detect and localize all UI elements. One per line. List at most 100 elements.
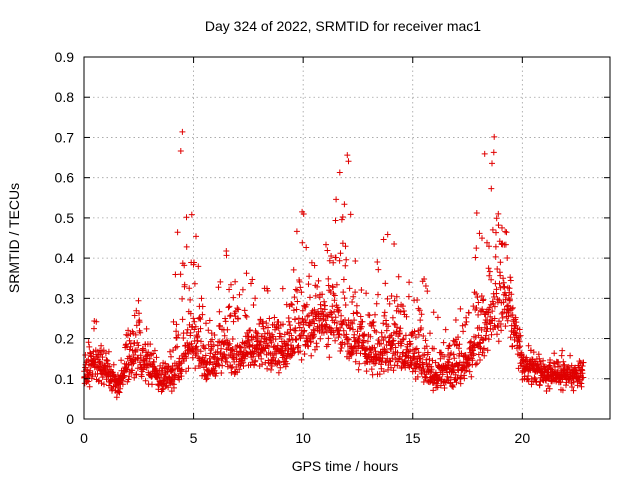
data-point bbox=[448, 350, 455, 357]
data-point bbox=[236, 343, 243, 350]
data-point bbox=[303, 244, 310, 251]
data-point bbox=[504, 317, 511, 324]
data-point bbox=[441, 385, 448, 391]
data-point bbox=[457, 380, 464, 387]
data-point bbox=[424, 349, 431, 356]
data-point bbox=[254, 330, 261, 337]
data-point bbox=[343, 331, 350, 338]
data-point bbox=[191, 318, 198, 325]
data-point bbox=[165, 384, 172, 391]
data-point bbox=[187, 296, 194, 303]
data-point bbox=[191, 280, 198, 287]
data-point bbox=[484, 347, 491, 354]
data-point bbox=[264, 365, 271, 372]
data-point bbox=[414, 297, 421, 303]
data-point bbox=[437, 355, 444, 362]
data-point bbox=[162, 360, 169, 367]
data-point bbox=[320, 329, 327, 336]
data-point bbox=[513, 319, 520, 326]
data-point bbox=[578, 383, 585, 390]
data-point bbox=[85, 339, 92, 346]
data-point bbox=[202, 345, 209, 352]
data-point bbox=[505, 302, 512, 309]
y-tick-label: 0.2 bbox=[55, 331, 75, 347]
data-point bbox=[159, 386, 166, 393]
data-point bbox=[378, 340, 385, 347]
data-point bbox=[493, 215, 500, 222]
data-point bbox=[397, 308, 404, 315]
data-point bbox=[346, 355, 353, 362]
data-point bbox=[311, 320, 318, 327]
data-point bbox=[342, 243, 349, 250]
data-point bbox=[246, 341, 253, 348]
data-point bbox=[311, 306, 318, 313]
data-point bbox=[460, 328, 467, 335]
data-point bbox=[330, 331, 337, 338]
data-point bbox=[257, 339, 264, 346]
data-point bbox=[497, 284, 504, 291]
data-point bbox=[93, 318, 100, 325]
data-point bbox=[179, 128, 186, 135]
data-point bbox=[391, 241, 398, 247]
data-point bbox=[470, 350, 477, 357]
data-point bbox=[243, 313, 250, 320]
data-point bbox=[367, 333, 374, 340]
data-point bbox=[284, 360, 291, 367]
data-point bbox=[525, 373, 532, 379]
data-point bbox=[226, 313, 233, 320]
data-point bbox=[462, 352, 469, 358]
data-point bbox=[172, 271, 179, 278]
data-point bbox=[168, 353, 174, 360]
data-point bbox=[311, 262, 318, 269]
data-point bbox=[478, 326, 485, 333]
data-point bbox=[188, 211, 195, 218]
data-point bbox=[203, 320, 209, 327]
data-point bbox=[300, 332, 306, 339]
data-point bbox=[337, 348, 344, 354]
data-point bbox=[116, 389, 123, 396]
data-point bbox=[184, 326, 191, 333]
data-point bbox=[402, 332, 409, 339]
data-point bbox=[466, 368, 473, 375]
data-point bbox=[363, 368, 370, 375]
data-point bbox=[405, 293, 412, 300]
data-point bbox=[480, 296, 487, 303]
data-point bbox=[384, 349, 390, 356]
data-point bbox=[546, 385, 553, 392]
data-point bbox=[210, 341, 217, 348]
data-point bbox=[431, 345, 437, 352]
data-point bbox=[385, 362, 392, 368]
y-tick-label: 0.9 bbox=[55, 49, 75, 65]
data-point bbox=[214, 348, 221, 355]
data-point bbox=[203, 376, 210, 383]
data-point bbox=[531, 374, 538, 381]
data-point bbox=[221, 354, 228, 361]
data-point bbox=[119, 381, 126, 388]
data-point bbox=[422, 337, 429, 344]
data-point bbox=[100, 347, 107, 354]
data-point bbox=[317, 335, 324, 342]
data-point bbox=[495, 210, 502, 217]
data-point bbox=[398, 340, 405, 347]
data-point bbox=[456, 341, 463, 348]
data-point bbox=[497, 272, 504, 279]
data-point bbox=[338, 216, 345, 223]
data-point bbox=[306, 273, 313, 280]
data-point bbox=[292, 327, 299, 334]
data-point bbox=[393, 293, 400, 300]
data-point bbox=[569, 384, 575, 390]
data-point bbox=[457, 305, 464, 312]
data-point bbox=[560, 358, 567, 365]
data-point bbox=[380, 320, 387, 327]
data-point bbox=[481, 150, 488, 157]
data-point bbox=[288, 301, 295, 307]
data-point bbox=[424, 288, 431, 295]
data-point bbox=[105, 348, 112, 355]
data-point bbox=[394, 324, 400, 331]
data-point bbox=[211, 354, 218, 361]
data-point bbox=[476, 230, 483, 237]
data-point bbox=[444, 373, 451, 380]
data-point bbox=[109, 386, 116, 393]
data-point bbox=[251, 362, 258, 369]
data-point bbox=[312, 292, 319, 299]
